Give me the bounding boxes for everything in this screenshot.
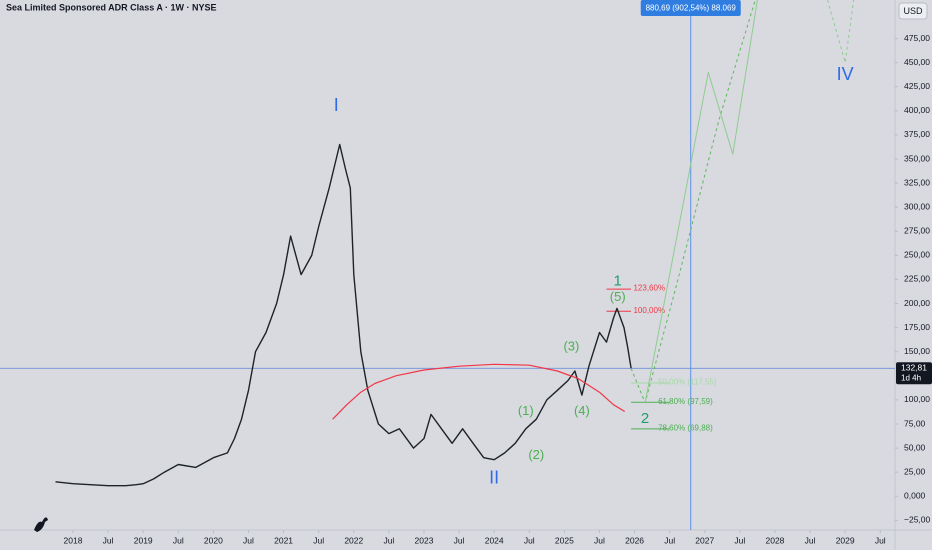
x-tick-label: 2029	[836, 535, 855, 545]
x-tick-label: Jul	[875, 535, 886, 545]
wave-label: (5)	[610, 289, 626, 304]
y-tick-label: 50,00	[904, 442, 926, 452]
x-tick-label: 2020	[204, 535, 223, 545]
x-tick-label: Jul	[383, 535, 394, 545]
fib-label: 78,60% (69,88)	[658, 424, 713, 433]
wave-label: (2)	[528, 447, 544, 462]
fib-label: 61,80% (97,59)	[658, 397, 713, 406]
wave-label: (4)	[574, 403, 590, 418]
x-tick-label: Jul	[594, 535, 605, 545]
target-box	[640, 0, 741, 16]
y-tick-label: 200,00	[904, 298, 930, 308]
x-tick-label: 2018	[64, 535, 83, 545]
fib-label: 123,60%	[633, 284, 665, 293]
currency-button[interactable]	[898, 2, 928, 20]
x-tick-label: 2023	[415, 535, 434, 545]
wave-label: IV	[837, 64, 854, 84]
y-tick-label: 300,00	[904, 201, 930, 211]
x-tick-label: 2025	[555, 535, 574, 545]
y-tick-label: 475,00	[904, 33, 930, 43]
series-line	[644, 0, 758, 403]
countdown: 1d 4h	[901, 373, 921, 382]
y-tick-label: 175,00	[904, 322, 930, 332]
wave-label: (3)	[563, 338, 579, 353]
x-tick-label: Jul	[524, 535, 535, 545]
x-tick-label: Jul	[734, 535, 745, 545]
y-tick-label: 25,00	[904, 466, 926, 476]
x-tick-label: 2022	[344, 535, 363, 545]
wave-label: 2	[641, 410, 649, 427]
y-tick-label: 150,00	[904, 346, 930, 356]
y-tick-label: 325,00	[904, 177, 930, 187]
x-tick-label: Jul	[664, 535, 675, 545]
x-tick-label: 2021	[274, 535, 293, 545]
x-tick-label: Jul	[173, 535, 184, 545]
x-tick-label: 2019	[134, 535, 153, 545]
x-tick-label: Jul	[805, 535, 816, 545]
plot: 123,60% 100,00% 50,00% (117,55) 61,80% (97,…	[0, 0, 895, 530]
x-tick-label: 2026	[625, 535, 644, 545]
y-tick-label: −25,00	[904, 515, 931, 525]
chart-title: Sea Limited Sponsored ADR Class A · 1W ·…	[6, 2, 217, 12]
x-tick-label: 2024	[485, 535, 504, 545]
y-tick-label: 450,00	[904, 57, 930, 67]
y-tick-label: 275,00	[904, 226, 930, 236]
price-box	[896, 362, 932, 385]
series-line	[55, 143, 632, 487]
x-tick-label: 2028	[766, 535, 785, 545]
x-tick-label: Jul	[103, 535, 114, 545]
series-line	[332, 363, 626, 420]
x-tick-label: Jul	[313, 535, 324, 545]
x-tick-label: Jul	[243, 535, 254, 545]
x-tick-label: Jul	[454, 535, 465, 545]
y-tick-label: 100,00	[904, 394, 930, 404]
y-tick-label: 425,00	[904, 81, 930, 91]
x-tick-label: 2027	[695, 535, 714, 545]
fib-label: 50,00% (117,55)	[658, 378, 717, 387]
y-tick-label: 225,00	[904, 274, 930, 284]
series-line	[630, 0, 756, 404]
currency[interactable]: USD	[903, 6, 923, 16]
wave-label: I	[334, 95, 339, 115]
logo	[34, 517, 48, 532]
last-price: 132,81	[901, 363, 927, 373]
y-tick-label: 0,000	[904, 491, 926, 501]
y-tick-label: 250,00	[904, 250, 930, 260]
y-tick-label: 375,00	[904, 129, 930, 139]
fib-label: 100,00%	[633, 306, 665, 315]
wave-label: 1	[614, 272, 622, 289]
y-tick-label: 75,00	[904, 418, 926, 428]
y-tick-label: 400,00	[904, 105, 930, 115]
target-label: 880,69 (902,54%) 88.069	[646, 4, 737, 13]
wave-label: II	[489, 468, 499, 488]
y-tick-label: 350,00	[904, 153, 930, 163]
wave-label: (1)	[518, 403, 534, 418]
